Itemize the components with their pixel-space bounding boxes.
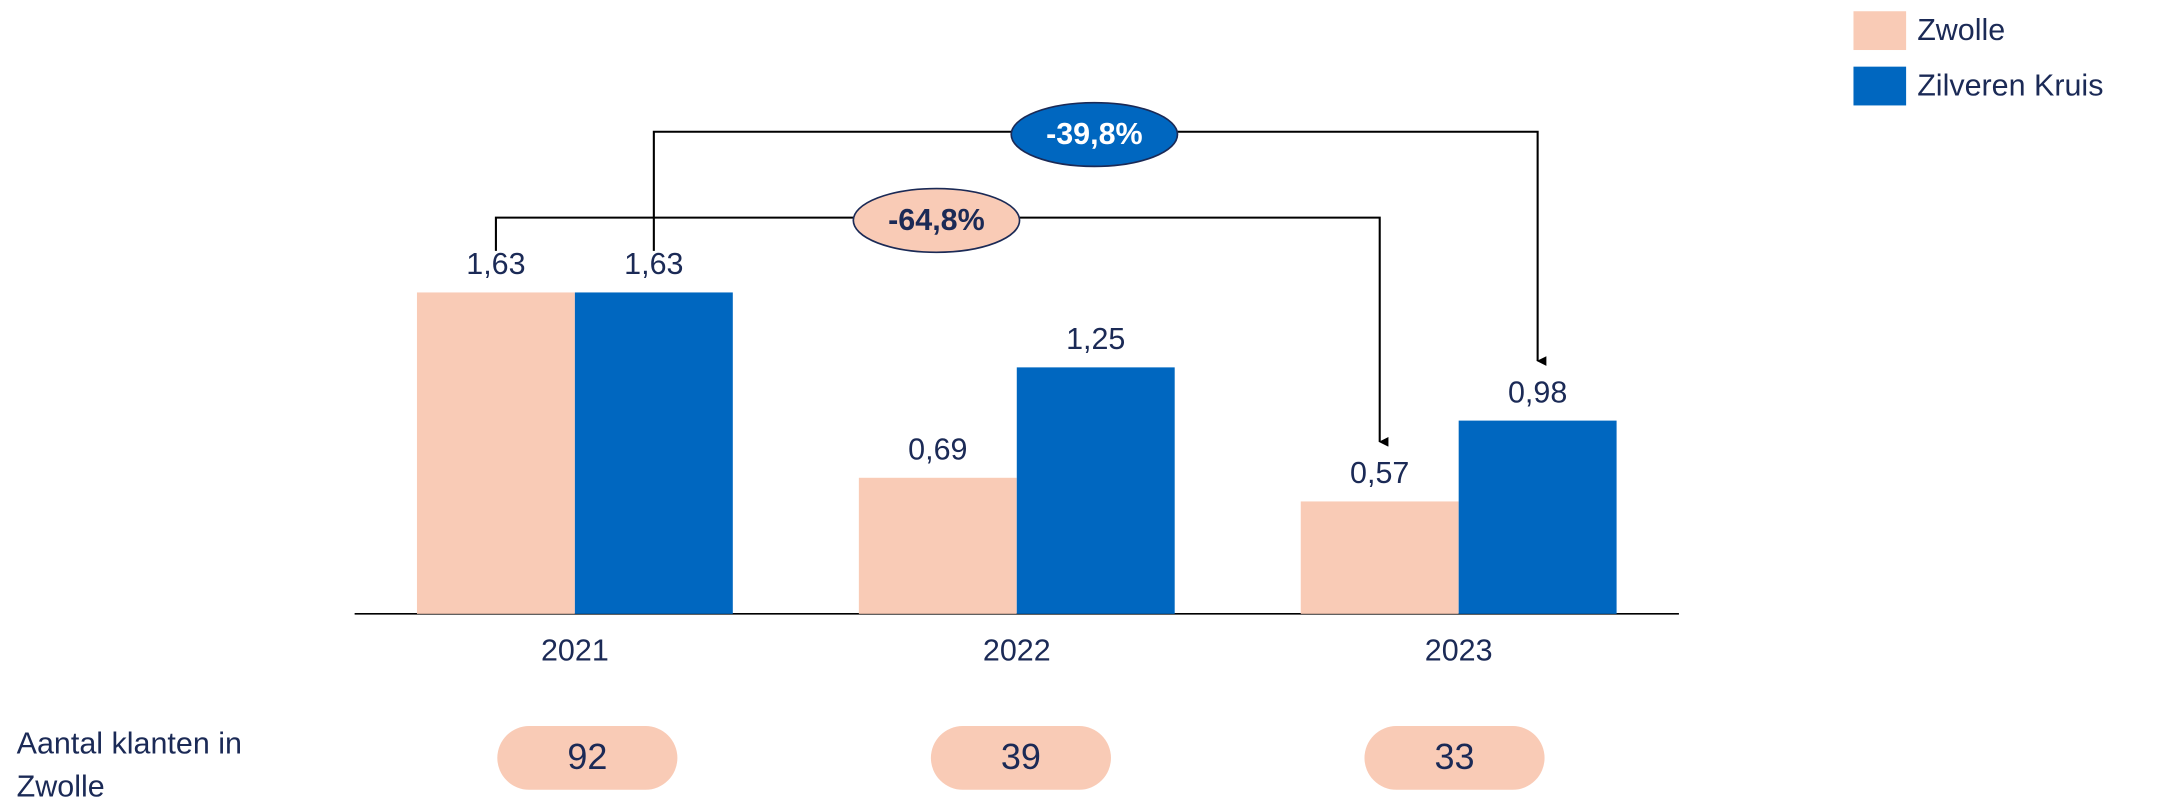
change-label: -39,8% — [1046, 117, 1143, 151]
customer-count: 39 — [1001, 736, 1041, 777]
legend-label: Zwolle — [1917, 13, 2005, 47]
change-badge — [852, 187, 1021, 254]
change-badge — [1010, 101, 1179, 168]
value-label: 1,63 — [624, 247, 683, 281]
customers-label-box: Aantal klanten in Zwolle — [16, 726, 242, 801]
bar — [574, 292, 733, 614]
value-label: 1,63 — [466, 247, 525, 281]
bar — [1458, 420, 1617, 614]
value-label: 0,57 — [1350, 456, 1409, 490]
customer-pill — [1364, 726, 1545, 790]
bar — [1300, 501, 1459, 614]
customer-pill — [930, 726, 1111, 790]
value-label: 0,98 — [1508, 375, 1567, 409]
legend-label: Zilveren Kruis — [1917, 68, 2103, 102]
x-tick-label: 2022 — [983, 634, 1051, 668]
legend-swatch — [1853, 66, 1907, 106]
value-label: 0,69 — [908, 433, 967, 467]
value-label: 1,25 — [1066, 322, 1125, 356]
legend-swatch — [1853, 11, 1907, 51]
x-tick-label: 2023 — [1425, 634, 1493, 668]
customer-count: 92 — [567, 736, 607, 777]
customers-label: Aantal klanten in Zwolle — [16, 726, 242, 801]
customer-count: 33 — [1434, 736, 1474, 777]
x-tick-label: 2021 — [541, 634, 609, 668]
customer-pill — [497, 726, 678, 790]
bar — [416, 292, 575, 614]
bar — [1016, 367, 1175, 614]
bar — [858, 477, 1017, 614]
change-label: -64,8% — [888, 203, 985, 237]
